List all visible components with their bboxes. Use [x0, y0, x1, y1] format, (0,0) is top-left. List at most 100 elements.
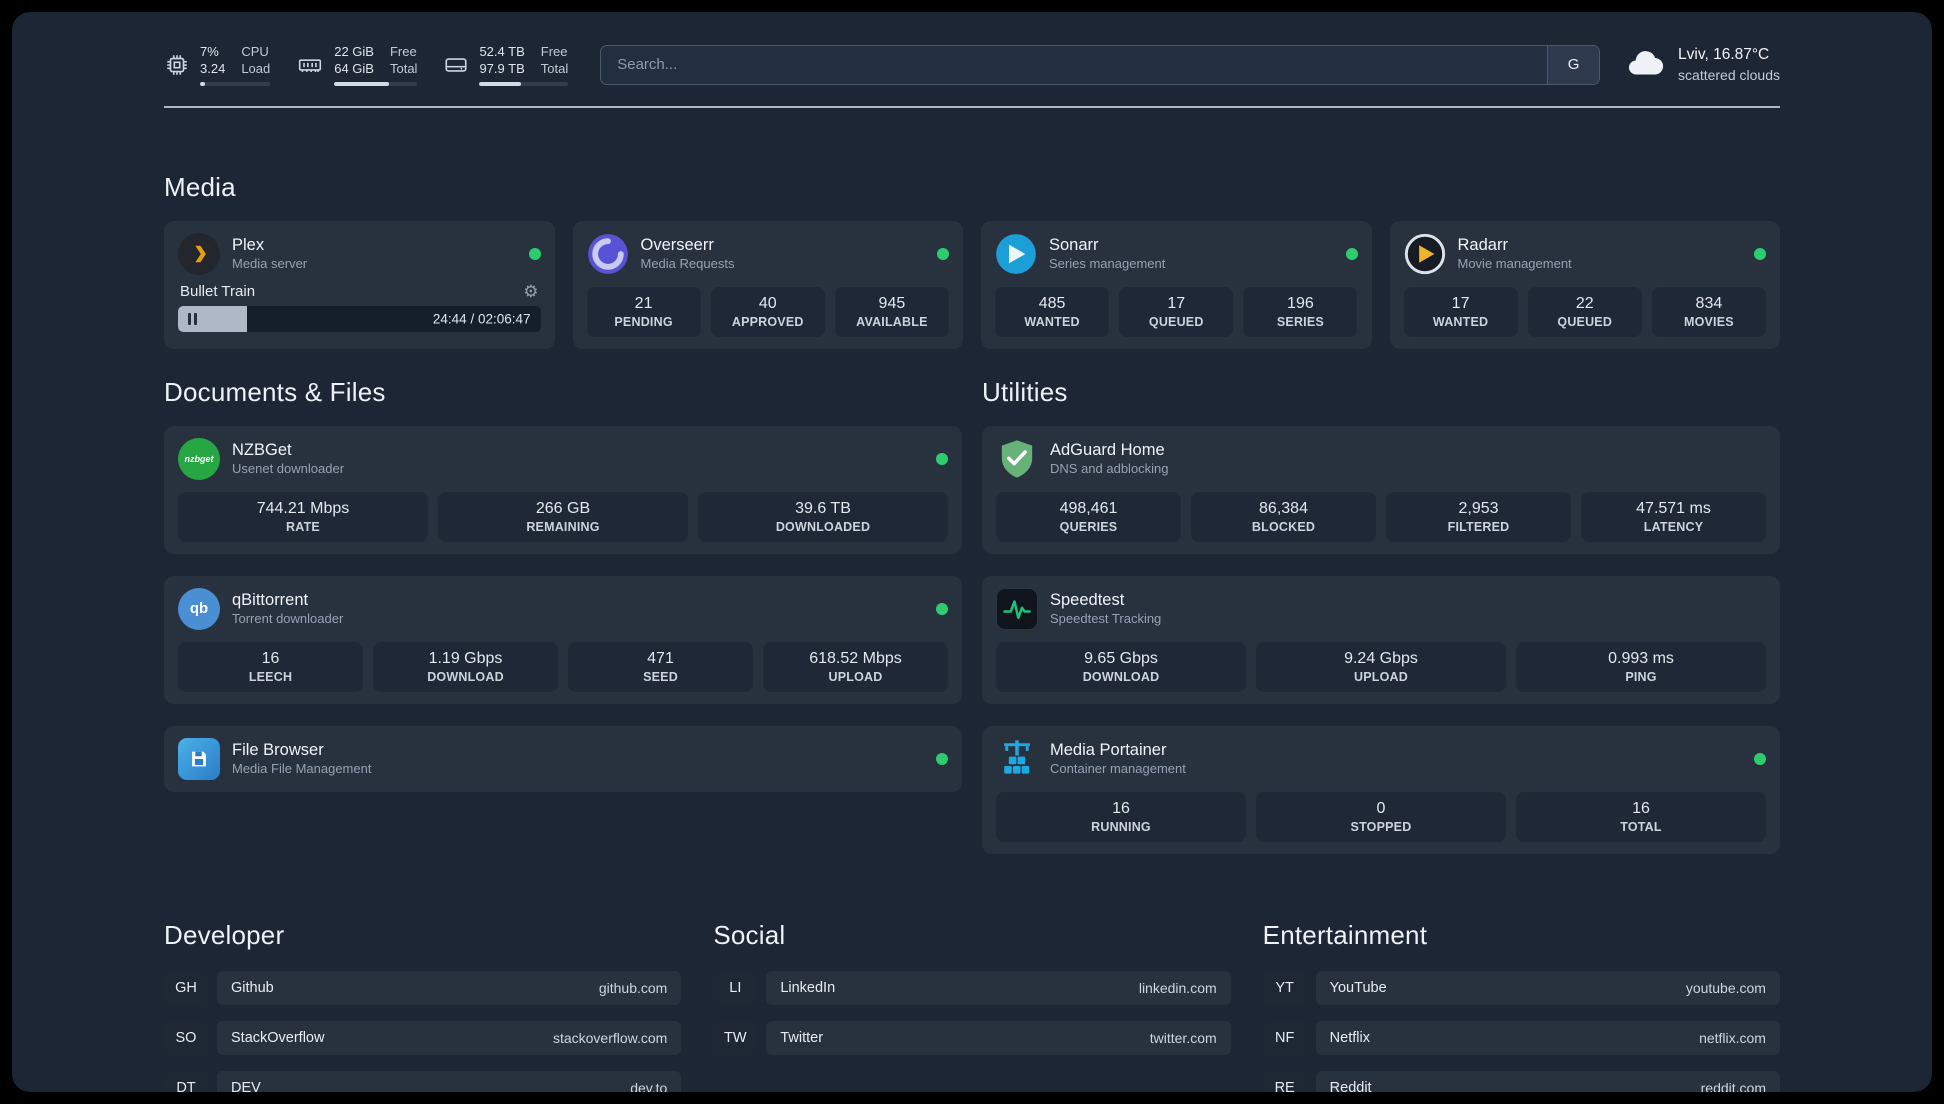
stat-tile: 16 RUNNING: [996, 791, 1246, 842]
bookmark-url: dev.to: [630, 1079, 668, 1092]
search-bar: G: [600, 44, 1601, 85]
stat-tile: 266 GB REMAINING: [438, 491, 688, 542]
sonarr-icon: [995, 233, 1037, 275]
stat-tile: 498,461 QUERIES: [996, 491, 1181, 542]
bookmark-reddit[interactable]: RE Reddit reddit.com: [1262, 1070, 1780, 1092]
section-media: Media Plex Media server: [164, 172, 1780, 349]
bookmark-netflix[interactable]: NF Netflix netflix.com: [1262, 1020, 1780, 1055]
bookmark-bar: Netflix netflix.com: [1315, 1020, 1780, 1055]
bookmark-twitter[interactable]: TW Twitter twitter.com: [713, 1020, 1231, 1055]
stat-tile: 16 TOTAL: [1516, 791, 1766, 842]
service-name: Sonarr: [1049, 235, 1099, 254]
bookmark-dev[interactable]: DT DEV dev.to: [164, 1070, 682, 1092]
service-card-plex[interactable]: Plex Media server Bullet Train ⚙ 24:44 /…: [164, 220, 555, 349]
topbar-divider: [164, 105, 1780, 108]
bookmark-bar: DEV dev.to: [217, 1070, 682, 1092]
bookmark-url: linkedin.com: [1138, 979, 1217, 996]
bookmark-url: twitter.com: [1149, 1029, 1217, 1046]
bookmark-name: Twitter: [780, 1029, 824, 1046]
stat-tile: 17 QUEUED: [1119, 286, 1234, 337]
bookmark-group-developer: Developer GH Github github.com SO StackO…: [164, 920, 682, 1092]
speedtest-icon: [996, 587, 1038, 630]
bookmark-stackoverflow[interactable]: SO StackOverflow stackoverflow.com: [164, 1020, 682, 1055]
bookmark-github[interactable]: GH Github github.com: [164, 970, 682, 1005]
bookmark-abbr: DT: [164, 1070, 208, 1092]
stat-tile: 39.6 TB DOWNLOADED: [698, 491, 948, 542]
service-card-filebrowser[interactable]: File Browser Media File Management: [164, 725, 962, 792]
service-name: Overseerr: [640, 235, 714, 254]
weather-widget[interactable]: Lviv, 16.87°C scattered clouds: [1626, 45, 1780, 85]
service-card-sonarr[interactable]: Sonarr Series management 485 WANTED 17 QUE…: [981, 220, 1372, 349]
stat-tile: 471 SEED: [568, 641, 753, 692]
bookmark-name: Netflix: [1329, 1029, 1370, 1046]
stat-tile: 1.19 Gbps DOWNLOAD: [373, 641, 558, 692]
bookmark-name: YouTube: [1329, 979, 1387, 996]
bookmark-bar: LinkedIn linkedin.com: [766, 970, 1231, 1005]
stat-tile: 17 WANTED: [1403, 286, 1518, 337]
cpu-load-label: Load: [241, 60, 271, 76]
now-playing-title: Bullet Train: [180, 282, 256, 300]
bookmark-bar: Twitter twitter.com: [766, 1020, 1231, 1055]
status-dot: [1345, 247, 1358, 260]
service-card-portainer[interactable]: Media Portainer Container management 16 R…: [982, 725, 1780, 854]
service-card-overseerr[interactable]: Overseerr Media Requests 21 PENDING 40 APP…: [572, 220, 963, 349]
bookmark-bar: StackOverflow stackoverflow.com: [217, 1020, 682, 1055]
dashboard-panel: 7% 3.24 CPU Load: [12, 12, 1932, 1092]
section-title-media: Media: [164, 171, 236, 202]
bookmark-url: github.com: [598, 979, 668, 996]
service-name: Media Portainer: [1050, 740, 1167, 759]
playback-progress-bar[interactable]: 24:44 / 02:06:47: [178, 305, 541, 332]
disk-widget: 52.4 TB 97.9 TB Free Total: [443, 44, 569, 86]
service-card-speedtest[interactable]: Speedtest Speedtest Tracking 9.65 Gbps DO…: [982, 575, 1780, 704]
stat-tile: 47.571 ms LATENCY: [1581, 491, 1766, 542]
status-dot: [1754, 247, 1766, 260]
stat-tile: 485 WANTED: [995, 286, 1110, 337]
overseerr-icon: [587, 233, 629, 275]
memory-icon: [296, 52, 324, 78]
search-provider-button[interactable]: G: [1547, 45, 1600, 84]
bookmark-url: reddit.com: [1700, 1079, 1766, 1092]
pause-icon[interactable]: [188, 312, 197, 325]
stat-tile: 196 SERIES: [1243, 286, 1358, 337]
weather-location: Lviv, 16.87°C: [1678, 45, 1770, 63]
service-subtitle: Series management: [1049, 256, 1166, 272]
bookmark-linkedin[interactable]: LI LinkedIn linkedin.com: [713, 970, 1231, 1005]
bookmark-abbr: RE: [1262, 1070, 1307, 1092]
status-dot: [936, 452, 948, 465]
stat-tile: 618.52 Mbps UPLOAD: [763, 641, 948, 692]
stat-tile: 40 APPROVED: [710, 286, 825, 337]
section-documents: Documents & Files nzbget NZBGet Usenet d…: [164, 377, 962, 854]
service-subtitle: Movie management: [1457, 256, 1572, 272]
stat-tile: 834 MOVIES: [1651, 286, 1766, 337]
service-subtitle: Speedtest Tracking: [1050, 611, 1162, 627]
cpu-icon: [164, 52, 190, 78]
service-subtitle: Usenet downloader: [232, 461, 345, 477]
cpu-usage-bar: [200, 81, 271, 86]
status-dot: [1754, 752, 1766, 765]
status-dot: [936, 602, 948, 615]
status-dot: [528, 247, 541, 260]
service-name: AdGuard Home: [1050, 440, 1165, 459]
service-card-nzbget[interactable]: nzbget NZBGet Usenet downloader 744.21 M…: [164, 425, 962, 554]
stat-tile: 2,953 FILTERED: [1386, 491, 1571, 542]
service-subtitle: Media server: [232, 256, 308, 272]
bookmark-group-title: Entertainment: [1262, 919, 1428, 950]
service-card-qbittorrent[interactable]: qb qBittorrent Torrent downloader 16 LEEC…: [164, 575, 962, 704]
bookmark-youtube[interactable]: YT YouTube youtube.com: [1262, 970, 1780, 1005]
bookmark-name: DEV: [231, 1079, 261, 1092]
cpu-usage-value: 7%: [200, 44, 219, 59]
disk-total-value: 97.9 TB: [479, 60, 525, 76]
cloud-icon: [1626, 47, 1666, 82]
settings-gear-icon[interactable]: ⚙: [523, 281, 539, 301]
service-name: Speedtest: [1050, 590, 1125, 609]
service-card-radarr[interactable]: Radarr Movie management 17 WANTED 22 QUEUE…: [1389, 220, 1780, 349]
memory-free-label: Free: [389, 44, 417, 59]
bookmark-abbr: GH: [164, 970, 208, 1005]
disk-total-label: Total: [540, 60, 569, 76]
bookmark-bar: YouTube youtube.com: [1315, 970, 1780, 1005]
bookmark-abbr: SO: [164, 1020, 208, 1055]
service-card-adguard[interactable]: AdGuard Home DNS and adblocking 498,461 Q…: [982, 425, 1780, 554]
topbar: 7% 3.24 CPU Load: [12, 12, 1932, 86]
search-input[interactable]: [601, 45, 1548, 84]
filebrowser-icon: [178, 737, 220, 780]
